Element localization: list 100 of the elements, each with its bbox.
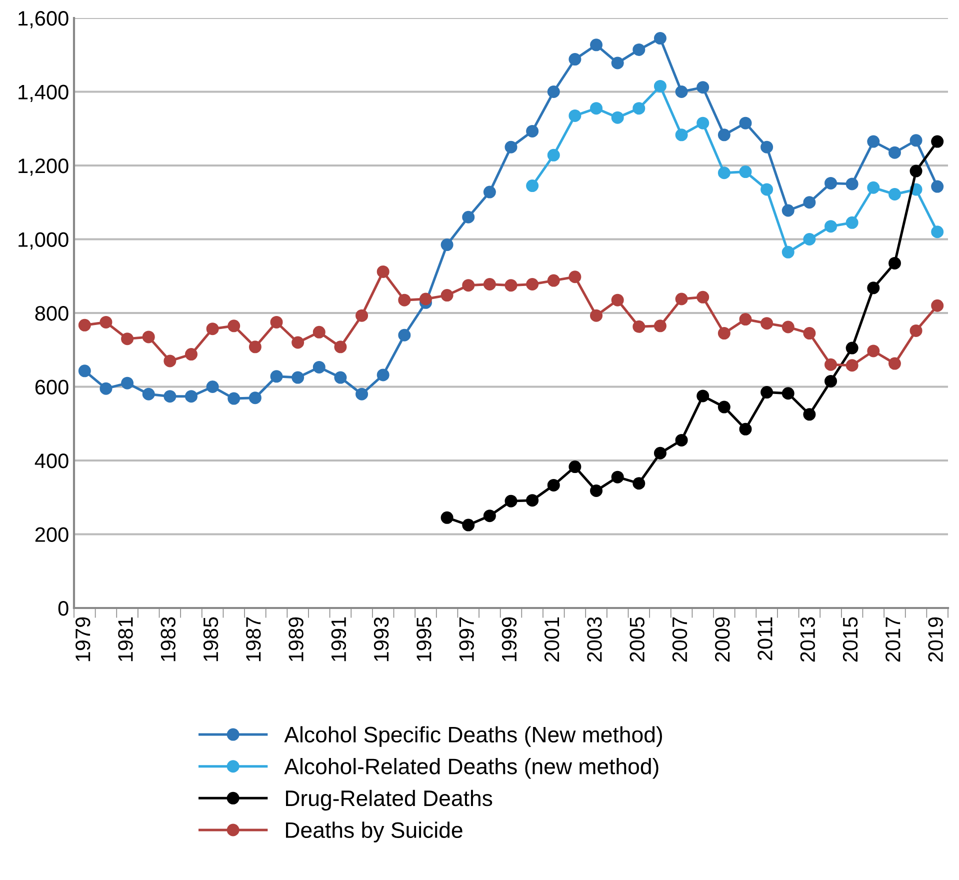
point <box>824 358 838 371</box>
point <box>547 478 560 492</box>
point <box>846 178 858 190</box>
point <box>739 313 752 326</box>
point <box>910 324 922 337</box>
point <box>675 434 688 446</box>
point <box>654 446 666 460</box>
point <box>803 327 816 340</box>
point <box>846 359 858 372</box>
x-tick-label: 2001 <box>544 617 560 662</box>
y-tick-label: 1,200 <box>18 158 68 176</box>
point <box>440 289 454 302</box>
y-tick-label: 1,000 <box>18 232 68 250</box>
point <box>228 392 240 405</box>
point <box>739 422 752 436</box>
point <box>611 56 624 70</box>
point <box>164 354 176 368</box>
x-tick-label: 2011 <box>758 617 772 660</box>
point <box>760 317 774 330</box>
point <box>867 181 880 194</box>
point <box>121 376 134 390</box>
x-tick-label: 2005 <box>630 617 644 662</box>
point <box>398 294 411 306</box>
point <box>782 204 794 217</box>
x-tick-label: 1983 <box>160 617 176 662</box>
x-tick-label: 1987 <box>246 617 261 662</box>
point <box>270 316 283 328</box>
point <box>142 388 155 400</box>
point <box>632 102 646 115</box>
y-tick-label: 400 <box>34 454 68 468</box>
point <box>696 290 710 304</box>
point <box>910 164 922 178</box>
x-tick-label: 2009 <box>715 617 730 662</box>
point <box>547 274 560 287</box>
point <box>121 332 134 346</box>
point <box>675 292 688 306</box>
point <box>248 392 262 404</box>
x-tick-label: 2007 <box>672 617 688 662</box>
point <box>931 299 944 312</box>
point <box>334 340 347 354</box>
point <box>782 246 794 258</box>
point <box>931 226 944 238</box>
point <box>78 364 91 378</box>
legend-label: Alcohol Specific Deaths (New method) <box>284 726 662 747</box>
y-tick-label: 1,600 <box>18 11 68 28</box>
point <box>867 282 880 294</box>
y-tick-label: 1,400 <box>18 84 68 102</box>
x-tick-label: 2013 <box>800 617 816 662</box>
x-tick-label: 1989 <box>288 617 304 662</box>
point <box>888 256 901 270</box>
point <box>483 186 496 198</box>
point <box>526 278 539 290</box>
point <box>824 176 838 190</box>
point <box>846 216 858 229</box>
point <box>419 292 432 306</box>
point <box>888 188 901 201</box>
point <box>568 460 582 474</box>
point <box>312 326 326 338</box>
point <box>654 320 666 332</box>
y-tick-label: 0 <box>58 601 68 616</box>
point <box>462 518 475 532</box>
point <box>611 470 624 484</box>
point <box>611 111 624 124</box>
legend-label: Drug-Related Deaths <box>286 790 492 811</box>
point <box>356 388 368 400</box>
point <box>568 53 582 66</box>
point <box>888 146 901 159</box>
point <box>590 309 603 322</box>
point <box>590 484 603 497</box>
point <box>547 148 560 162</box>
point <box>632 320 646 333</box>
point <box>739 166 752 178</box>
point <box>142 330 155 344</box>
point <box>696 390 710 402</box>
point <box>824 374 838 388</box>
point <box>739 116 752 130</box>
y-tick-label: 200 <box>35 527 68 542</box>
point <box>292 371 304 384</box>
point <box>547 86 560 98</box>
x-tick-label: 1999 <box>502 617 517 662</box>
point <box>590 102 603 115</box>
point <box>824 220 838 233</box>
point <box>504 494 518 508</box>
x-tick-label: 2015 <box>842 617 858 662</box>
x-tick-label: 1979 <box>76 617 90 662</box>
point <box>782 320 794 334</box>
x-tick-label: 2019 <box>928 617 943 662</box>
point <box>334 371 347 384</box>
point <box>931 135 944 148</box>
point <box>654 80 666 92</box>
point <box>292 336 304 349</box>
point <box>504 279 518 292</box>
x-tick-label: 2003 <box>587 617 602 662</box>
point <box>718 400 730 414</box>
point <box>760 140 774 154</box>
point <box>504 140 518 154</box>
point <box>696 116 710 130</box>
y-tick-label: 800 <box>35 306 68 321</box>
point <box>398 328 411 342</box>
point <box>675 128 688 142</box>
